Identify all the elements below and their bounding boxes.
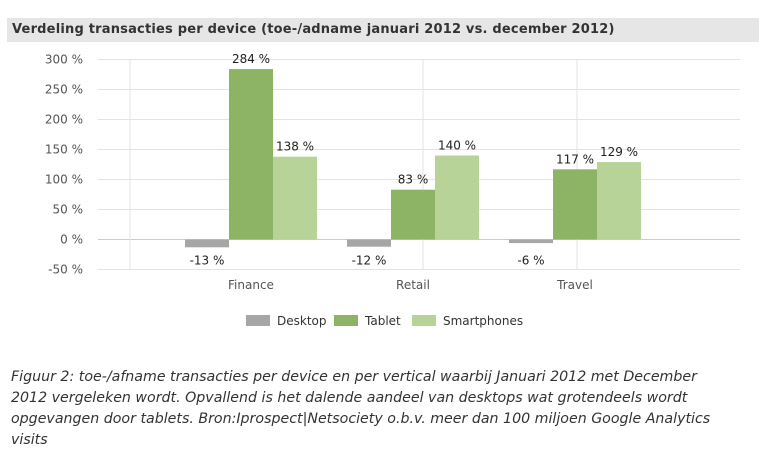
x-axis-category-labels: Finance Retail Travel [228,278,593,292]
data-label-finance-smartphones: 138 % [276,140,314,154]
data-label-travel-desktop: -6 % [517,254,544,268]
bar-travel-smartphones [597,162,641,240]
chart-title: Verdeling transacties per device (toe-/a… [12,22,615,37]
chart-title-bar: Verdeling transacties per device (toe-/a… [7,18,759,42]
bars [185,69,641,248]
bar-finance-smartphones [273,156,317,240]
data-label-finance-desktop: -13 % [190,254,225,268]
category-label-travel: Travel [556,278,593,292]
legend: Desktop Tablet Smartphones [246,314,523,328]
y-tick-label: 0 % [60,233,83,247]
bar-finance-tablet [229,69,273,240]
bar-chart: -50 % 0 % 50 % 100 % 150 % 200 % 250 % 300 % -1… [45,52,740,328]
bar-finance-desktop [185,239,229,248]
legend-label-smartphones: Smartphones [443,314,523,328]
category-label-retail: Retail [396,278,430,292]
y-axis-tick-labels: -50 % 0 % 50 % 100 % 150 % 200 % 250 % 300 % [45,53,83,277]
legend-label-desktop: Desktop [277,314,327,328]
data-labels: -13 % 284 % 138 % -12 % 83 % 140 % -6 % 117 % 12… [190,52,638,267]
bar-retail-tablet [391,189,435,240]
legend-swatch-tablet [334,315,358,326]
figure-caption: Figuur 2: toe-/afname transacties per de… [11,369,711,448]
y-tick-label: -50 % [48,263,83,277]
category-label-finance: Finance [228,278,274,292]
y-tick-label: 200 % [45,113,83,127]
bar-retail-desktop [347,239,391,247]
y-tick-label: 300 % [45,53,83,67]
data-label-retail-smartphones: 140 % [438,139,476,153]
data-label-retail-tablet: 83 % [398,173,429,187]
data-label-travel-tablet: 117 % [556,152,594,166]
y-tick-label: 150 % [45,143,83,157]
data-label-retail-desktop: -12 % [352,254,387,268]
bar-retail-smartphones [435,155,479,240]
legend-swatch-desktop [246,315,270,326]
y-tick-label: 100 % [45,173,83,187]
legend-label-tablet: Tablet [364,314,401,328]
y-tick-label: 250 % [45,83,83,97]
y-tick-label: 50 % [53,203,84,217]
data-label-finance-tablet: 284 % [232,52,270,66]
bar-travel-desktop [509,239,553,244]
bar-travel-tablet [553,169,597,240]
data-label-travel-smartphones: 129 % [600,145,638,159]
legend-swatch-smartphones [412,315,436,326]
